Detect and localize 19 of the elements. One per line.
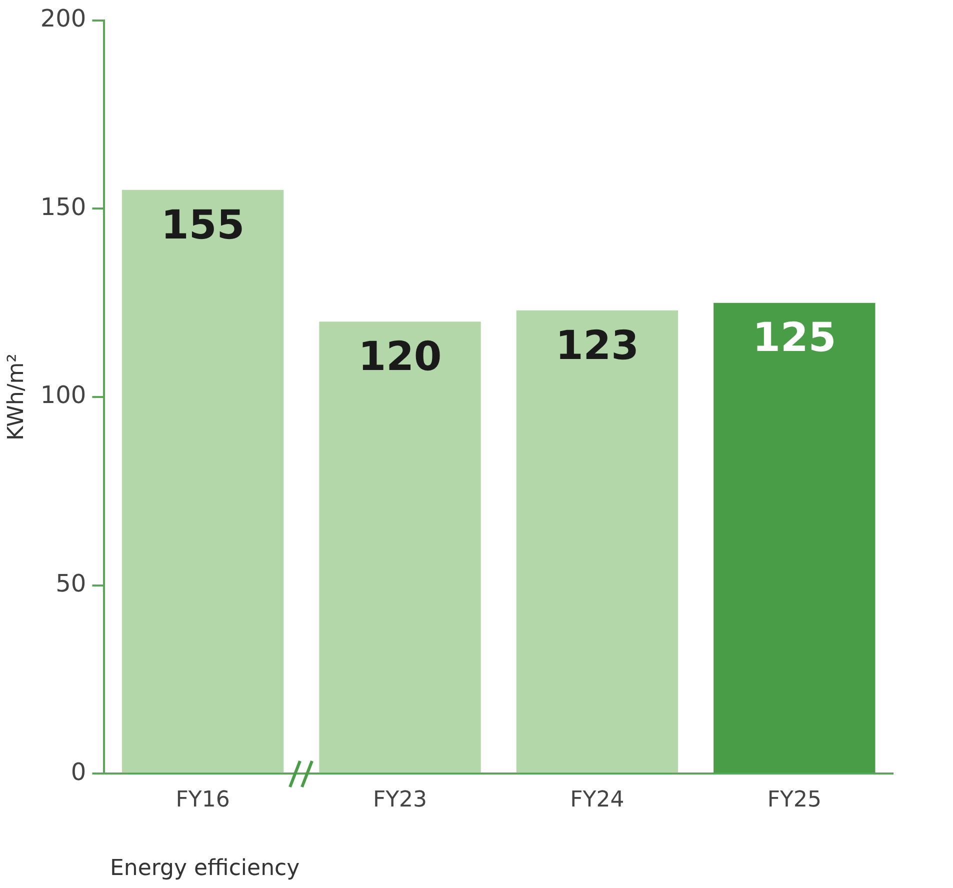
data-label: 125	[752, 315, 836, 362]
y-tick-label: 100	[40, 381, 86, 410]
bar	[122, 190, 284, 773]
bar	[714, 302, 876, 773]
x-axis-title: Energy efficiency	[110, 856, 300, 881]
y-tick-label: 50	[56, 570, 86, 598]
y-tick-label: 0	[70, 758, 86, 786]
data-label: 155	[161, 202, 245, 248]
x-tick-label: FY23	[372, 788, 428, 813]
y-tick-label: 150	[40, 192, 86, 221]
bar	[319, 322, 481, 773]
y-axis-title: KWh/m²	[4, 353, 29, 441]
data-label: 123	[555, 322, 639, 369]
x-tick-label: FY24	[570, 788, 624, 813]
y-tick-label: 200	[40, 4, 86, 33]
bar	[516, 310, 678, 773]
x-tick-label: FY16	[176, 788, 230, 813]
data-label: 120	[358, 334, 442, 380]
x-tick-label: FY25	[767, 788, 822, 813]
